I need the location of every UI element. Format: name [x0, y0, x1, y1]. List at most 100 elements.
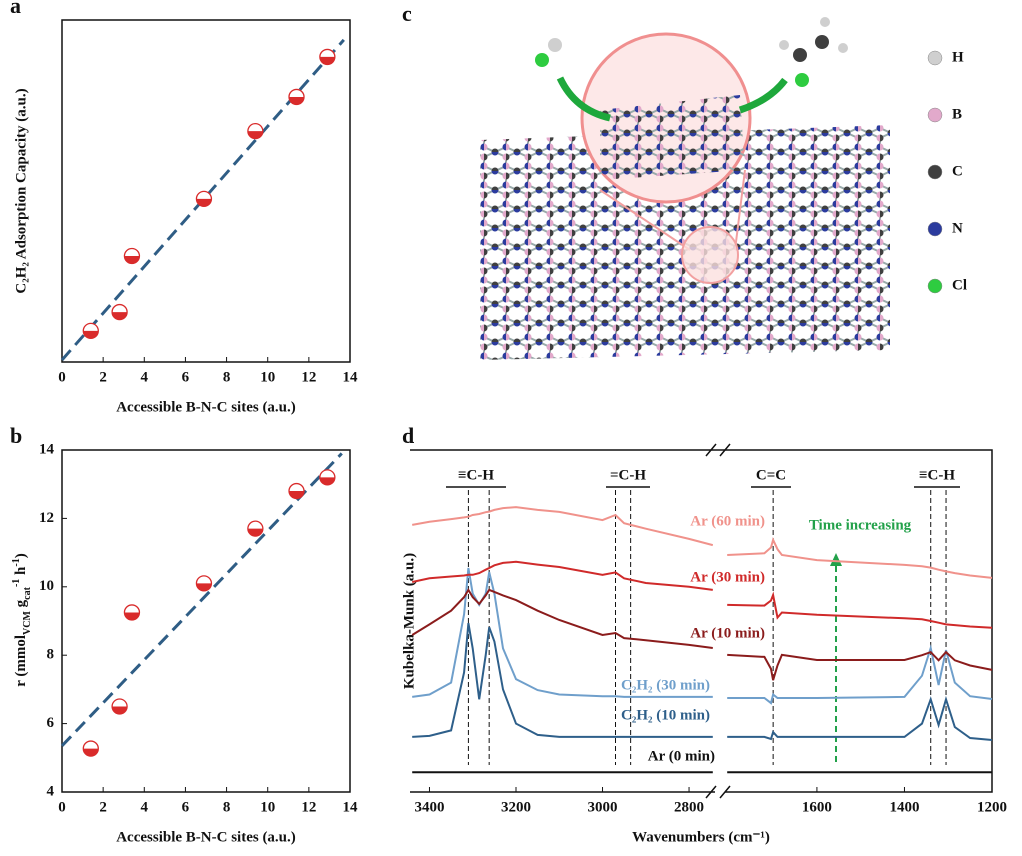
point-fill: [83, 330, 99, 339]
atom: [779, 40, 789, 50]
point-fill: [124, 612, 140, 620]
x-tick-label: 12: [301, 799, 316, 815]
point: [319, 469, 336, 486]
legend-swatch: [927, 278, 943, 294]
atom: [535, 53, 549, 67]
legend-label: B: [952, 106, 962, 122]
x-tick-label: 3400: [414, 799, 444, 815]
plot-frame: [61, 449, 351, 793]
legend-swatch: [927, 50, 943, 66]
series-label: Ar (0 min): [648, 748, 715, 764]
spectrum: [411, 560, 993, 629]
point-fill: [112, 706, 128, 714]
point-fill: [247, 131, 263, 139]
point-fill: [196, 583, 212, 591]
x-tick-label: 0: [58, 799, 66, 815]
x-tick-label: 8: [223, 799, 231, 815]
x-tick-label: 1200: [977, 799, 1007, 815]
x-axis-label: Wavenumbers (cm⁻¹): [632, 829, 770, 845]
panel-label: a: [10, 0, 21, 18]
y-tick-label: 6: [47, 715, 55, 731]
point-fill: [247, 528, 263, 537]
annotation: Time increasing: [809, 517, 912, 533]
x-tick-label: 6: [182, 799, 190, 815]
x-tick-label: 3200: [501, 799, 531, 815]
point: [247, 122, 264, 140]
x-tick-label: 14: [343, 369, 359, 385]
x-tick-label: 8: [223, 369, 231, 385]
annotation: ≡C-H: [458, 467, 494, 483]
point: [82, 322, 99, 340]
x-tick-label: 1400: [889, 799, 919, 815]
y-tick-label: 14: [39, 441, 55, 457]
point: [195, 190, 213, 208]
y-tick-label: 8: [47, 647, 55, 663]
small-lens: [681, 226, 739, 284]
illustration: [480, 17, 890, 360]
x-tick-label: 0: [58, 369, 66, 385]
x-axis-label: Accessible B-N-C sites (a.u.): [116, 829, 296, 845]
panel-label: c: [402, 1, 412, 26]
lattice-zoom: [600, 95, 745, 180]
x-tick-label: 6: [182, 369, 190, 385]
point: [111, 303, 128, 321]
point-fill: [124, 255, 140, 264]
zoom-line: [734, 169, 746, 251]
atom: [795, 73, 809, 87]
x-tick-label: 14: [343, 799, 359, 815]
point: [82, 740, 99, 757]
plot-frame: [61, 19, 351, 363]
atom: [793, 48, 807, 62]
point: [111, 698, 128, 715]
series-label: C₂H₂ (10 min): [621, 707, 710, 723]
point: [288, 88, 305, 106]
trend-line: [60, 38, 345, 361]
arrow-head: [830, 553, 842, 566]
x-tick-label: 2: [99, 369, 107, 385]
point-fill: [196, 198, 212, 207]
y-tick-label: 4: [47, 783, 55, 799]
point-fill: [289, 96, 305, 105]
point-fill: [319, 477, 335, 485]
trend-line: [60, 452, 343, 747]
x-tick-label: 10: [260, 799, 275, 815]
zoom-line: [599, 189, 691, 251]
spectrum: [411, 587, 993, 681]
legend-swatch: [927, 164, 943, 180]
axis-break: [705, 443, 731, 799]
point-fill: [319, 56, 335, 65]
x-tick-label: 12: [301, 369, 316, 385]
legend-label: Cl: [952, 277, 967, 293]
point-fill: [289, 491, 305, 499]
y-axis-label: C₂H₂ Adsorption Capacity (a.u.): [13, 88, 29, 293]
point: [195, 575, 213, 592]
point: [247, 520, 264, 537]
y-tick-label: 12: [39, 510, 54, 526]
x-tick-label: 2800: [674, 799, 704, 815]
spectrum: [412, 622, 993, 741]
point: [288, 482, 305, 500]
legend-swatch: [927, 221, 943, 237]
series-label: Ar (30 min): [690, 569, 765, 585]
x-tick-label: 2: [99, 799, 107, 815]
y-tick-label: 10: [39, 578, 54, 594]
x-tick-label: 1600: [802, 799, 832, 815]
atom: [838, 43, 848, 53]
annotation: C=C: [756, 467, 786, 483]
panel-label: b: [10, 423, 22, 448]
atom: [548, 38, 562, 52]
point-fill: [112, 312, 128, 320]
arrow-out: [738, 77, 788, 114]
point: [319, 48, 336, 66]
atom: [815, 35, 829, 49]
plot-frame: [410, 449, 993, 793]
arrow-in: [556, 76, 611, 122]
x-tick-label: 4: [141, 799, 149, 815]
point: [123, 604, 141, 621]
spectrum: [412, 567, 993, 705]
x-axis-label: Accessible B-N-C sites (a.u.): [116, 399, 296, 415]
x-tick-label: 4: [141, 369, 149, 385]
x-tick-label: 3000: [588, 799, 618, 815]
series-label: Ar (10 min): [690, 625, 765, 641]
